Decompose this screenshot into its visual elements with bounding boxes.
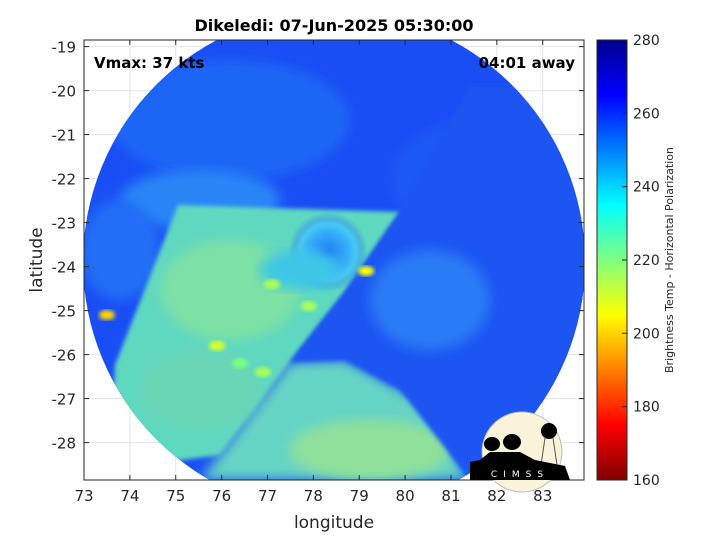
y-tick-label: -25 xyxy=(52,303,77,321)
x-tick-label: 83 xyxy=(533,487,552,505)
plot-frame xyxy=(83,39,585,481)
warm-spot xyxy=(264,279,281,290)
colorbar-tick-label: 260 xyxy=(633,106,660,122)
y-tick-label: -20 xyxy=(52,83,77,101)
y-tick-label: -22 xyxy=(52,171,77,189)
colorbar-tick-label: 220 xyxy=(633,253,660,269)
colorbar-tick-label: 160 xyxy=(633,473,660,489)
x-axis-label: longitude xyxy=(294,513,374,533)
colorbar-tick-label: 200 xyxy=(633,326,660,342)
y-tick-label: -28 xyxy=(52,435,77,453)
colorbar-tick-label: 240 xyxy=(633,180,660,196)
colorbar-label: Brightness Temp - Horizontal Polarizatio… xyxy=(663,147,676,373)
brightness-temp-image xyxy=(84,40,584,480)
y-tick-label: -21 xyxy=(52,127,77,145)
warm-spot xyxy=(98,310,115,320)
logo-text: CIMSS xyxy=(491,470,549,480)
warm-spot xyxy=(254,367,271,378)
x-tick-label: 81 xyxy=(441,487,460,505)
x-tick-label: 80 xyxy=(396,487,415,505)
axis-ticks: 73 74 75 76 77 78 79 80 81 82 83 -19 -20 -21 -22 -23 -24… xyxy=(52,39,584,505)
y-tick-label: -26 xyxy=(52,347,77,365)
colorbar-tick-label: 280 xyxy=(633,33,660,49)
x-tick-label: 79 xyxy=(350,487,369,505)
warm-spot xyxy=(358,266,375,276)
y-tick-label: -23 xyxy=(52,215,77,233)
vmax-label: Vmax: 37 kts xyxy=(94,54,204,72)
warm-spot xyxy=(231,358,248,369)
y-axis-label: latitude xyxy=(27,227,47,292)
y-tick-label: -19 xyxy=(52,39,77,57)
y-tick-label: -24 xyxy=(52,259,77,277)
x-tick-label: 82 xyxy=(487,487,506,505)
x-tick-label: 78 xyxy=(304,487,323,505)
colorbar-tick-label: 180 xyxy=(633,400,660,416)
colorbar-ticks: 280 260 240 220 200 180 160 xyxy=(622,33,660,489)
warm-spot xyxy=(300,301,317,312)
x-tick-label: 76 xyxy=(212,487,231,505)
time-away-label: 04:01 away xyxy=(479,54,576,72)
chart-title: Dikeledi: 07-Jun-2025 05:30:00 xyxy=(194,16,473,35)
cimss-logo: CIMSS xyxy=(470,411,570,493)
x-tick-label: 75 xyxy=(166,487,185,505)
warm-spot xyxy=(209,340,226,351)
x-tick-label: 73 xyxy=(74,487,93,505)
y-tick-label: -27 xyxy=(52,391,77,409)
x-tick-label: 77 xyxy=(258,487,277,505)
x-tick-label: 74 xyxy=(120,487,139,505)
